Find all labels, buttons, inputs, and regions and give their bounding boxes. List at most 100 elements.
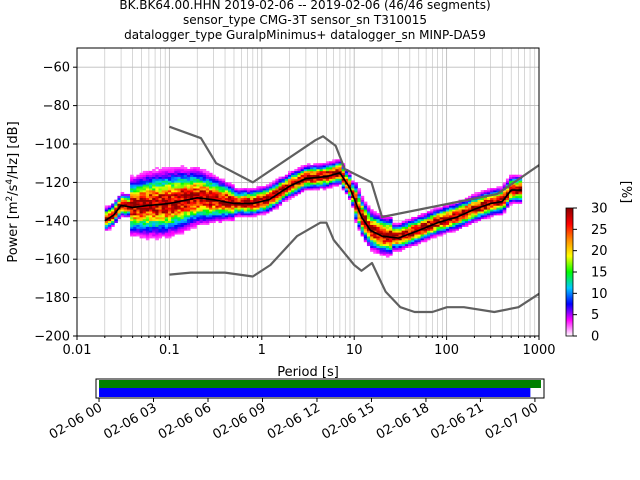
histogram-cell xyxy=(259,192,264,195)
histogram-cell xyxy=(202,222,207,225)
histogram-cell xyxy=(445,224,450,227)
histogram-cell xyxy=(227,193,232,197)
histogram-cell xyxy=(199,222,204,225)
histogram-cell xyxy=(449,218,453,222)
histogram-cell xyxy=(325,172,330,176)
histogram-cell xyxy=(306,180,311,183)
histogram-cell xyxy=(351,203,355,206)
histogram-cell xyxy=(294,186,298,189)
histogram-cell xyxy=(227,209,232,212)
histogram-cell xyxy=(149,184,153,187)
histogram-cell xyxy=(240,215,245,218)
histogram-cell xyxy=(499,188,504,191)
histogram-cell xyxy=(149,216,153,220)
histogram-cell xyxy=(243,209,248,212)
histogram-cell xyxy=(158,216,163,220)
histogram-cell xyxy=(420,215,425,218)
histogram-cell xyxy=(303,168,308,172)
histogram-cell xyxy=(348,197,352,200)
histogram-cell xyxy=(130,182,134,185)
histogram-cell xyxy=(167,176,172,179)
histogram-cell xyxy=(139,226,144,229)
histogram-cell xyxy=(313,172,317,176)
histogram-cell xyxy=(420,230,425,233)
histogram-cell xyxy=(133,207,137,210)
histogram-cell xyxy=(117,203,122,206)
histogram-cell xyxy=(351,182,355,185)
histogram-cell xyxy=(483,216,488,220)
histogram-cell xyxy=(436,222,440,225)
histogram-cell xyxy=(360,205,365,208)
histogram-cell xyxy=(234,203,238,206)
histogram-cell xyxy=(180,195,185,199)
histogram-cell xyxy=(221,205,226,208)
histogram-cell xyxy=(502,201,507,204)
histogram-cell xyxy=(392,234,396,237)
histogram-cell xyxy=(196,188,200,191)
histogram-cell xyxy=(180,218,185,222)
histogram-cell xyxy=(357,218,362,222)
histogram-cell xyxy=(474,215,478,218)
histogram-cell xyxy=(227,195,232,199)
histogram-cell xyxy=(512,178,516,181)
histogram-cell xyxy=(291,193,295,197)
histogram-cell xyxy=(202,207,207,210)
histogram-cell xyxy=(142,220,147,224)
histogram-cell xyxy=(499,213,504,216)
histogram-cell xyxy=(357,224,362,227)
histogram-cell xyxy=(186,205,191,208)
histogram-cell xyxy=(202,170,207,174)
histogram-cell xyxy=(126,195,131,199)
histogram-cell xyxy=(193,188,197,191)
histogram-cell xyxy=(199,192,204,195)
histogram-cell xyxy=(190,174,194,177)
histogram-cell xyxy=(332,182,336,185)
histogram-cell xyxy=(370,224,374,227)
histogram-cell xyxy=(423,232,428,235)
histogram-cell xyxy=(335,182,339,185)
histogram-cell xyxy=(417,232,422,235)
histogram-cell xyxy=(287,174,292,177)
histogram-cell xyxy=(325,176,330,179)
histogram-cell xyxy=(294,176,298,179)
histogram-cell xyxy=(474,201,478,204)
histogram-cell xyxy=(161,215,166,218)
histogram-cell xyxy=(385,218,390,222)
histogram-cell xyxy=(259,188,264,191)
histogram-cell xyxy=(136,180,140,183)
histogram-cell xyxy=(212,180,216,183)
histogram-cell xyxy=(136,192,140,195)
histogram-cell xyxy=(512,197,516,200)
histogram-cell xyxy=(452,228,456,231)
histogram-cell xyxy=(224,193,229,197)
histogram-cell xyxy=(341,168,346,172)
histogram-cell xyxy=(445,209,450,212)
histogram-cell xyxy=(486,211,491,214)
histogram-cell xyxy=(335,176,339,179)
histogram-cell xyxy=(275,188,279,191)
histogram-cell xyxy=(196,170,200,174)
histogram-cell xyxy=(111,211,115,214)
histogram-cell xyxy=(212,205,216,208)
histogram-cell xyxy=(338,167,343,170)
histogram-cell xyxy=(294,168,298,172)
histogram-cell xyxy=(385,241,390,245)
histogram-cell xyxy=(199,190,204,193)
histogram-cell xyxy=(325,165,330,168)
histogram-cell xyxy=(237,207,242,210)
histogram-cell xyxy=(408,228,412,231)
histogram-cell xyxy=(123,211,128,214)
histogram-cell xyxy=(149,209,153,212)
histogram-cell xyxy=(430,218,434,222)
histogram-cell xyxy=(338,161,343,164)
histogram-cell xyxy=(363,213,368,216)
histogram-cell xyxy=(174,215,178,218)
histogram-cell xyxy=(411,228,415,231)
histogram-cell xyxy=(332,174,336,177)
histogram-cell xyxy=(167,236,172,239)
histogram-cell xyxy=(136,234,140,237)
histogram-cell xyxy=(193,215,197,218)
histogram-cell xyxy=(291,188,295,191)
histogram-cell xyxy=(496,190,501,193)
histogram-cell xyxy=(193,205,197,208)
